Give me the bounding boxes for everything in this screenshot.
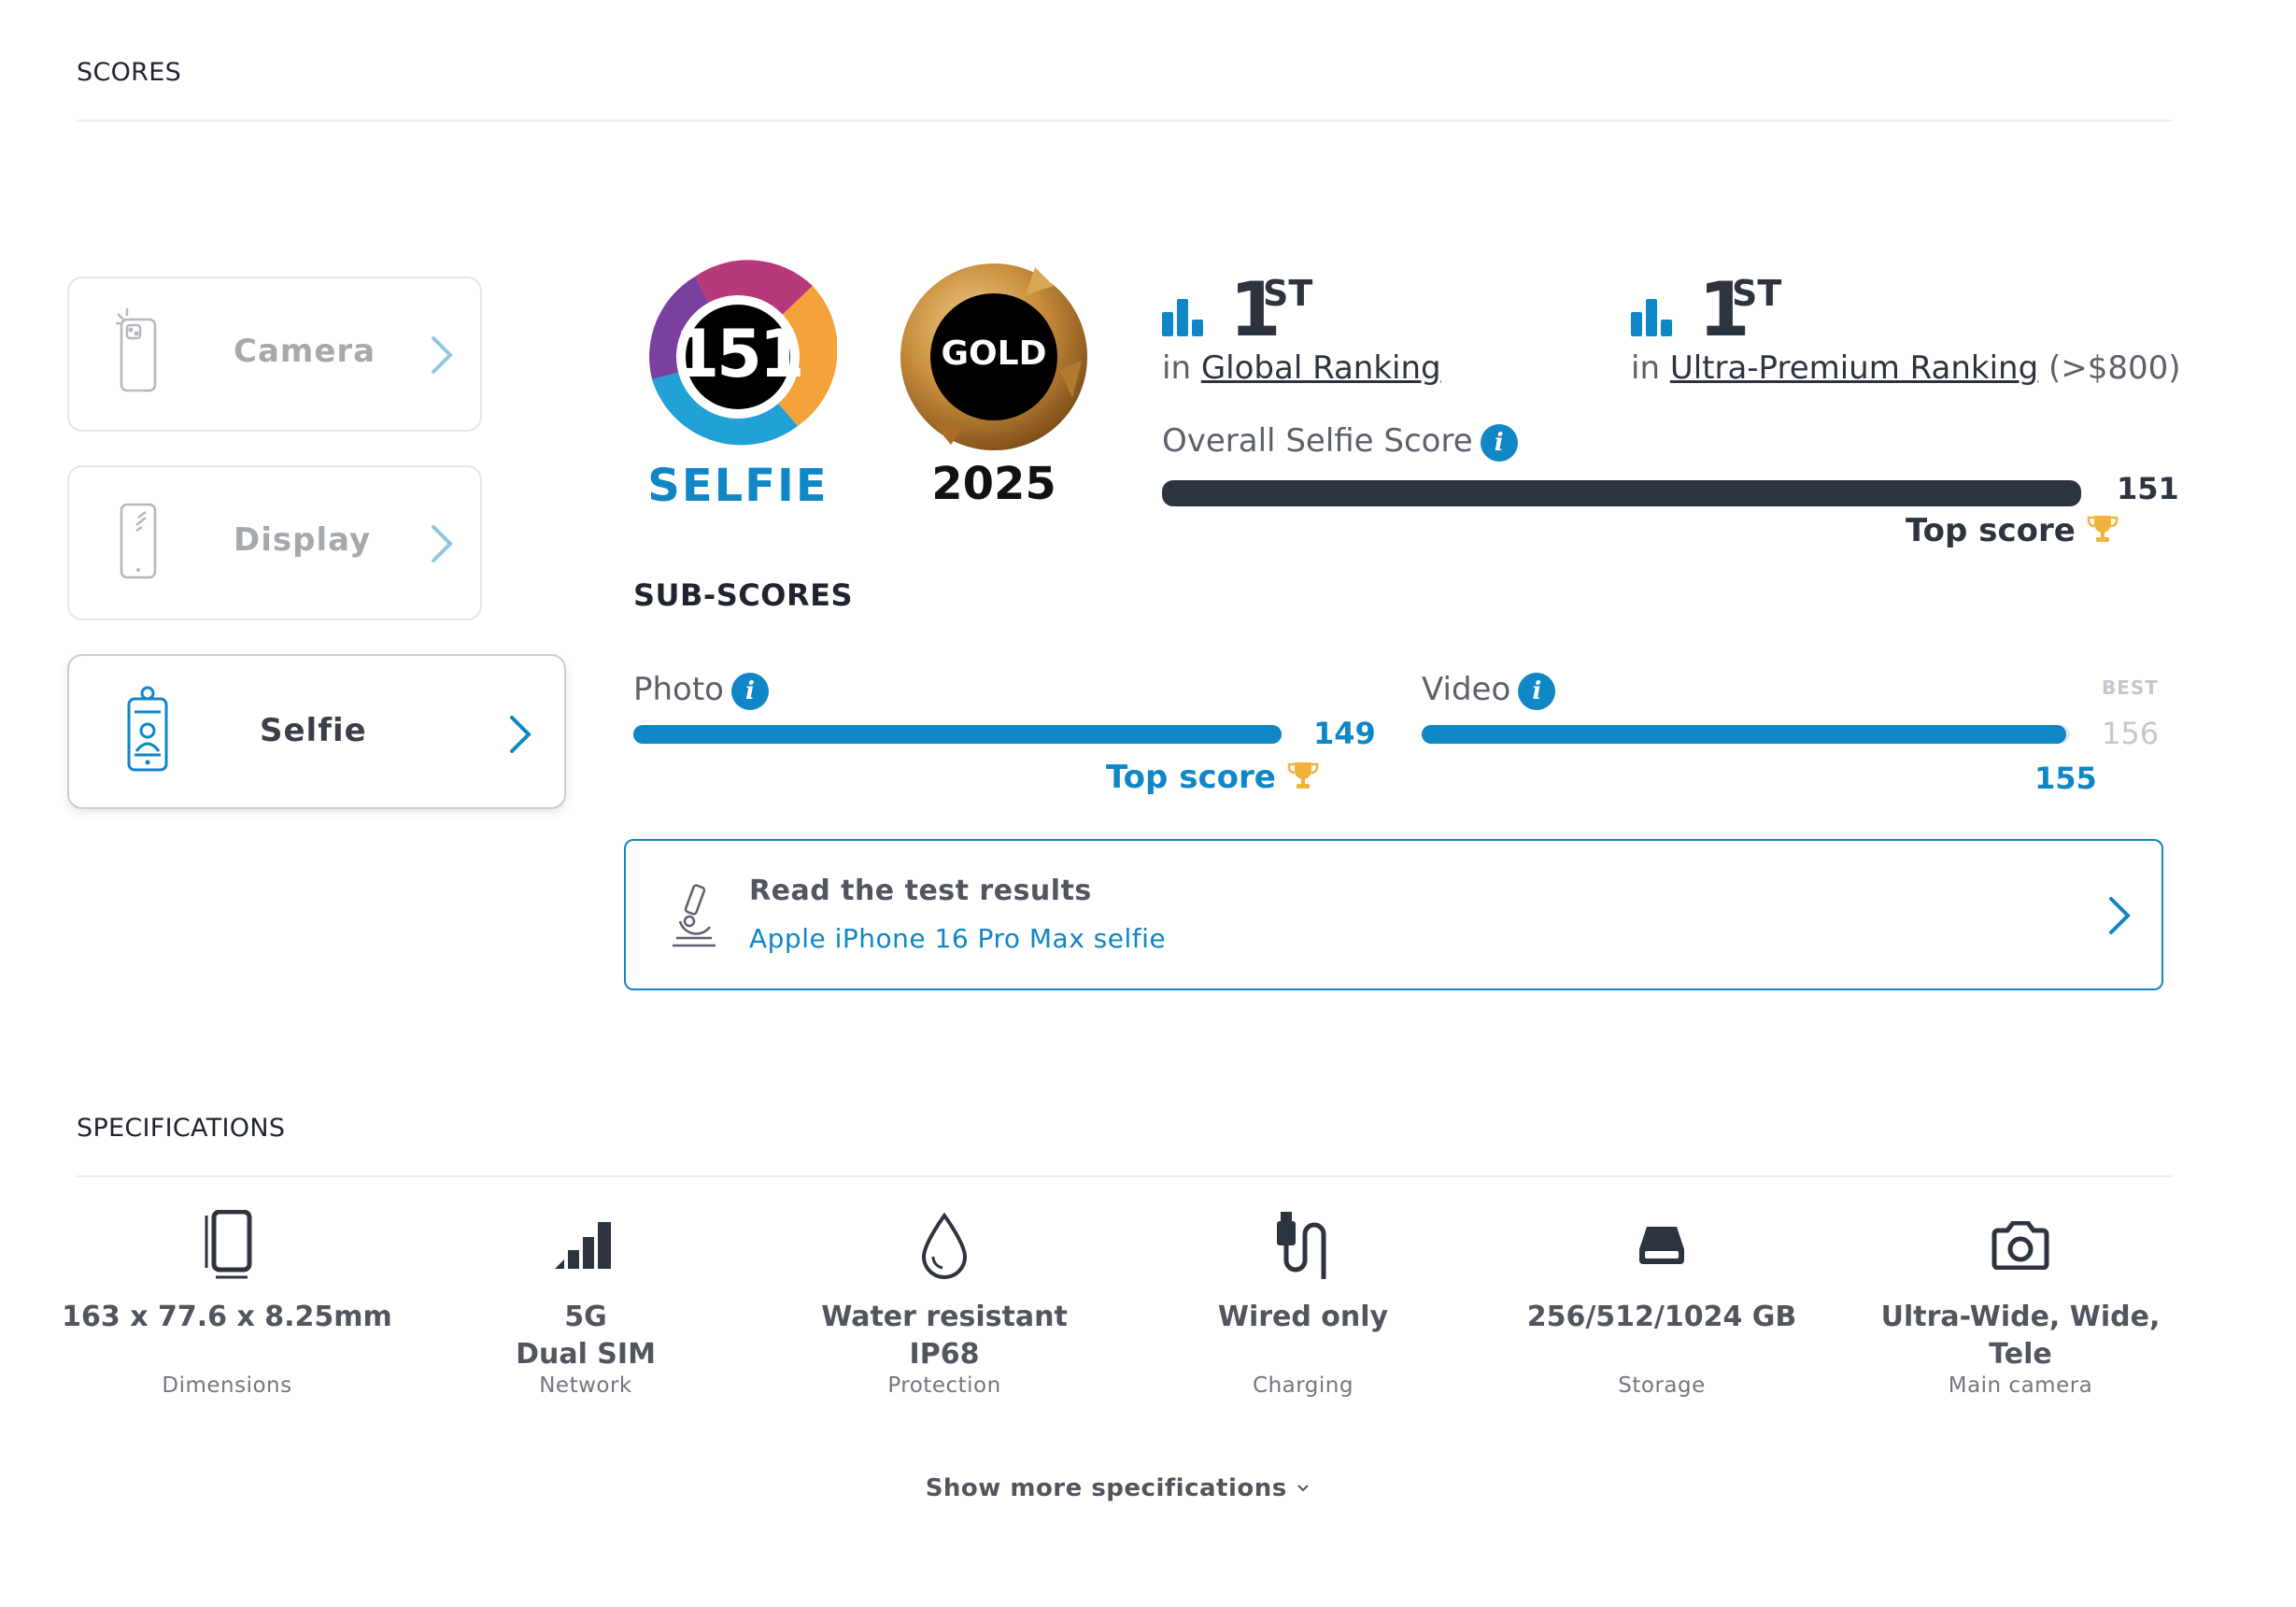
usb-cable-icon: [1277, 1212, 1326, 1279]
spec-caption: Main camera: [1948, 1373, 2093, 1398]
global-ranking-link[interactable]: Global Ranking: [1200, 349, 1441, 387]
camera-icon: [1991, 1221, 2049, 1270]
overall-score-value: 151: [2117, 471, 2179, 506]
divider: [77, 1175, 2173, 1177]
gold-award-badge-icon: [900, 263, 1087, 450]
info-icon[interactable]: i: [731, 672, 769, 710]
spec-caption: Network: [539, 1373, 632, 1398]
selfie-score-value: 151: [673, 316, 804, 392]
category-card-camera[interactable]: Camera: [67, 277, 482, 432]
ranking-bars-icon: [1162, 299, 1203, 336]
top-score-label: Top score: [1906, 512, 2076, 549]
spec-value: Wired only: [1217, 1301, 1389, 1333]
info-icon[interactable]: i: [1518, 672, 1556, 710]
rank-number: 1: [1229, 266, 1282, 353]
spec-value: 256/512/1024 GB: [1526, 1301, 1797, 1333]
phone-camera-icon: [116, 308, 157, 392]
overall-score-track: [1162, 480, 2081, 506]
overall-top-score: Top score: [1906, 512, 2119, 549]
test-results-subtitle: Apple iPhone 16 Pro Max selfie: [749, 923, 1167, 954]
rank-price-range: (>$800): [2038, 349, 2181, 387]
photo-score-track: [633, 725, 1282, 744]
ranking-bars-icon: [1631, 299, 1672, 336]
spec-value: Ultra-Wide, Wide, Tele: [1880, 1301, 2161, 1371]
spec-value: Water resistant IP68: [821, 1301, 1068, 1371]
spec-caption: Protection: [887, 1373, 1001, 1398]
photo-score-fill: [633, 725, 1282, 744]
spec-value: 163 x 77.6 x 8.25mm: [62, 1301, 392, 1333]
storage-drive-icon: [1639, 1227, 1684, 1264]
spec-charging: Wired only Charging: [1121, 1205, 1485, 1398]
video-score-heading: Video i: [1422, 671, 1556, 710]
rank-suffix: ST: [1732, 273, 1782, 314]
selfie-score-badge-icon: [649, 260, 837, 446]
dimensions-icon: [205, 1210, 252, 1279]
section-title-specifications: SPECIFICATIONS: [77, 1114, 286, 1143]
spec-value: 5G Dual SIM: [516, 1301, 656, 1371]
spec-caption: Charging: [1253, 1373, 1354, 1398]
overall-score-heading: Overall Selfie Score i: [1162, 422, 1518, 462]
phone-selfie-icon: [127, 686, 168, 772]
spec-dimensions: 163 x 77.6 x 8.25mm Dimensions: [45, 1205, 409, 1398]
spec-storage: 256/512/1024 GB Storage: [1480, 1205, 1844, 1398]
rank-number: 1: [1698, 266, 1750, 353]
phone-display-icon: [120, 503, 157, 579]
test-results-link[interactable]: Read the test results Apple iPhone 16 Pr…: [624, 839, 2163, 990]
test-results-title: Read the test results: [749, 875, 1092, 907]
overall-score-label: Overall Selfie Score: [1162, 422, 1473, 460]
microscope-icon: [673, 884, 716, 947]
info-icon[interactable]: i: [1480, 423, 1518, 462]
rank-prefix: in: [1631, 349, 1670, 387]
photo-score-value: 149: [1313, 716, 1376, 751]
spec-caption: Storage: [1618, 1373, 1706, 1398]
spec-main-camera: Ultra-Wide, Wide, Tele Main camera: [1838, 1205, 2203, 1398]
trophy-icon: [1287, 762, 1318, 789]
category-label: Selfie: [260, 712, 367, 749]
chevron-right-icon: [2109, 897, 2131, 934]
section-title-scores: SCORES: [77, 58, 182, 87]
video-score-track: [1422, 725, 2070, 744]
spec-network: 5G Dual SIM Network: [404, 1205, 768, 1398]
divider: [77, 120, 2173, 121]
signal-icon: [555, 1222, 611, 1269]
show-more-label: Show more specifications: [925, 1474, 1287, 1502]
category-label: Camera: [234, 333, 376, 370]
video-score-fill: [1422, 725, 2066, 744]
chevron-right-icon: [510, 716, 531, 753]
category-card-selfie[interactable]: Selfie: [67, 654, 566, 809]
trophy-icon: [2087, 516, 2118, 542]
award-label: GOLD: [941, 334, 1047, 373]
category-label: Display: [234, 521, 372, 559]
sub-scores-title: SUB-SCORES: [633, 577, 853, 613]
award-year: 2025: [931, 458, 1056, 510]
spec-protection: Water resistant IP68 Protection: [762, 1205, 1127, 1398]
photo-score-label: Photo: [633, 671, 724, 708]
overall-score-fill: [1162, 480, 2081, 506]
spec-caption: Dimensions: [162, 1373, 292, 1398]
chevron-right-icon: [432, 525, 453, 562]
rank-suffix: ST: [1263, 273, 1313, 314]
chevron-down-icon: [1297, 1485, 1310, 1492]
ultra-premium-ranking-link[interactable]: Ultra-Premium Ranking: [1669, 349, 2039, 387]
photo-top-score: Top score: [1106, 759, 1319, 796]
selfie-score-label: SELFIE: [647, 460, 829, 512]
best-score-value: 156: [2102, 716, 2160, 751]
rank-prefix: in: [1162, 349, 1201, 387]
show-more-specifications-button[interactable]: Show more specifications: [0, 1474, 2236, 1502]
photo-score-heading: Photo i: [633, 671, 769, 710]
top-score-label: Top score: [1106, 759, 1276, 796]
chevron-right-icon: [432, 336, 453, 374]
water-drop-icon: [921, 1212, 968, 1279]
best-label: BEST: [2102, 676, 2159, 699]
video-score-label: Video: [1422, 671, 1511, 708]
video-score-value: 155: [2034, 761, 2097, 796]
category-card-display[interactable]: Display: [67, 465, 482, 620]
